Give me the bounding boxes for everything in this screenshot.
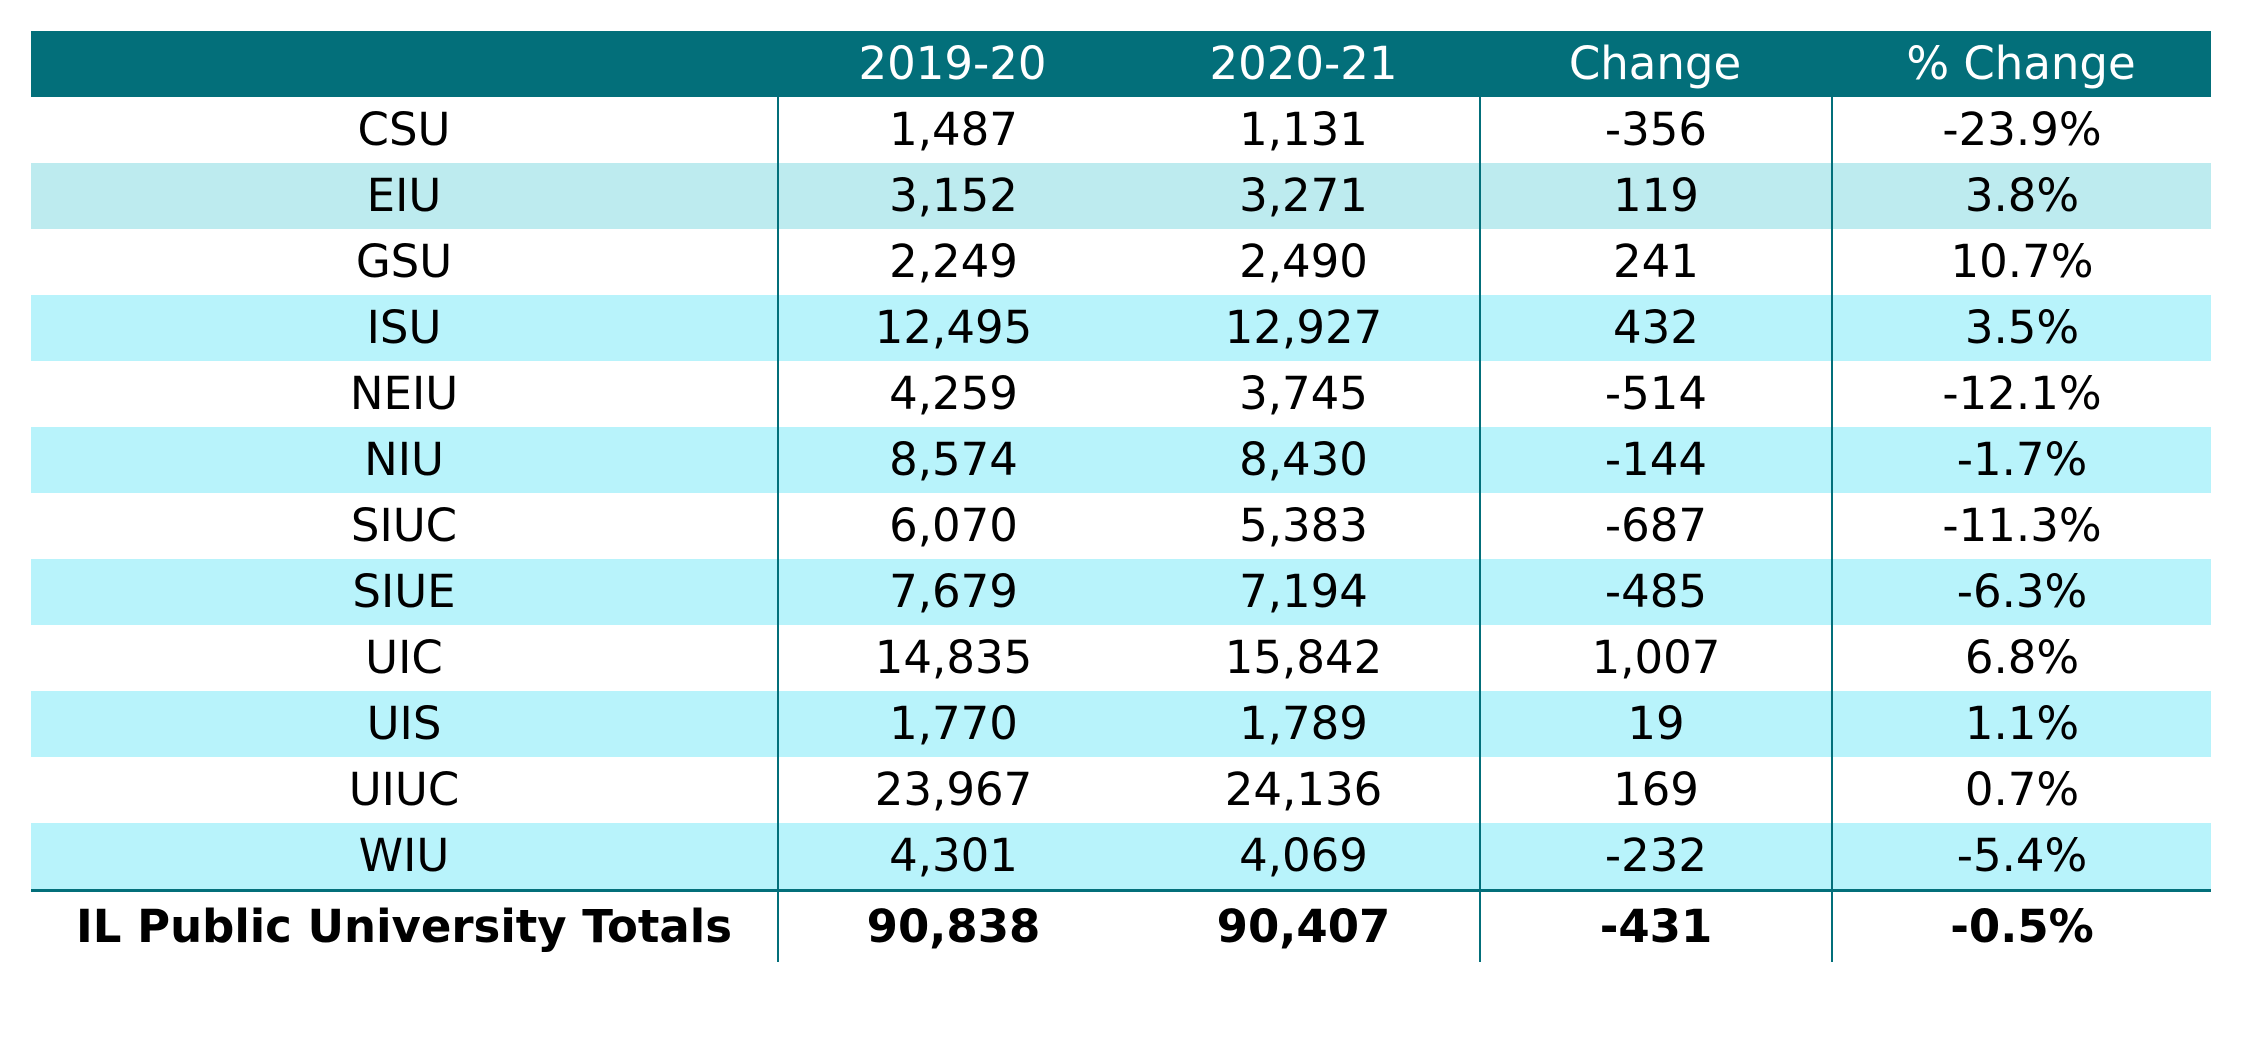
cell-pct-change: -12.1% [1831,361,2211,427]
totals-change: -431 [1479,892,1831,962]
table-row: UIS 1,770 1,789 19 1.1% [31,691,2211,757]
totals-label: IL Public University Totals [76,900,732,953]
cell-pct-change: -11.3% [1831,493,2211,559]
cell-2020-21: 1,789 [1239,697,1368,750]
table-row: NIU 8,574 8,430 -144 -1.7% [31,427,2211,493]
cell-change: 19 [1479,691,1831,757]
table-header-row: 2019-20 2020-21 Change % Change [31,31,2211,97]
cell-change: 169 [1479,757,1831,823]
totals-2020-21: 90,407 [1216,900,1391,953]
cell-pct-change: 3.8% [1831,163,2211,229]
cell-2020-21: 12,927 [1224,301,1383,354]
table-row: UIC 14,835 15,842 1,007 6.8% [31,625,2211,691]
row-label: UIC [365,631,443,684]
cell-pct-change: -5.4% [1831,823,2211,889]
row-label: NEIU [349,367,459,420]
cell-pct-change: -6.3% [1831,559,2211,625]
header-cell-name [31,31,777,97]
row-label: EIU [366,169,442,222]
cell-2019-20: 6,070 [777,493,1128,559]
table-row: SIUE 7,679 7,194 -485 -6.3% [31,559,2211,625]
header-cell-2019-20: 2019-20 [858,37,1047,90]
cell-2020-21: 1,131 [1239,103,1368,156]
cell-pct-change: -23.9% [1831,97,2211,163]
cell-change: -514 [1479,361,1831,427]
cell-2019-20: 1,770 [777,691,1128,757]
row-label: UIUC [348,763,460,816]
cell-2019-20: 4,259 [777,361,1128,427]
cell-pct-change: 10.7% [1831,229,2211,295]
row-label: SIUE [352,565,456,618]
cell-2020-21: 2,490 [1239,235,1368,288]
cell-2019-20: 23,967 [777,757,1128,823]
table-row: ISU 12,495 12,927 432 3.5% [31,295,2211,361]
cell-2019-20: 8,574 [777,427,1128,493]
cell-2019-20: 3,152 [777,163,1128,229]
table-body: CSU 1,487 1,131 -356 -23.9% EIU 3,152 3,271 119 3… [31,97,2211,889]
row-label: NIU [364,433,444,486]
cell-2019-20: 12,495 [777,295,1128,361]
cell-2020-21: 15,842 [1224,631,1383,684]
cell-change: -687 [1479,493,1831,559]
cell-2019-20: 2,249 [777,229,1128,295]
cell-change: 241 [1479,229,1831,295]
cell-pct-change: 1.1% [1831,691,2211,757]
row-label: CSU [357,103,451,156]
cell-2020-21: 24,136 [1224,763,1383,816]
cell-2019-20: 4,301 [777,823,1128,889]
cell-2020-21: 3,745 [1239,367,1368,420]
cell-change: -485 [1479,559,1831,625]
row-label: UIS [366,697,442,750]
table-row: NEIU 4,259 3,745 -514 -12.1% [31,361,2211,427]
totals-2019-20: 90,838 [777,892,1128,962]
table-row: CSU 1,487 1,131 -356 -23.9% [31,97,2211,163]
table-row: GSU 2,249 2,490 241 10.7% [31,229,2211,295]
cell-pct-change: 0.7% [1831,757,2211,823]
cell-change: 432 [1479,295,1831,361]
cell-2019-20: 14,835 [777,625,1128,691]
totals-row: IL Public University Totals 90,838 90,40… [31,889,2211,962]
cell-2020-21: 8,430 [1239,433,1368,486]
cell-pct-change: 6.8% [1831,625,2211,691]
row-label: GSU [355,235,453,288]
row-label: WIU [358,829,450,882]
header-cell-change: Change [1568,37,1742,90]
cell-2020-21: 4,069 [1239,829,1368,882]
table-row: EIU 3,152 3,271 119 3.8% [31,163,2211,229]
table-row: SIUC 6,070 5,383 -687 -11.3% [31,493,2211,559]
cell-change: 1,007 [1479,625,1831,691]
enrollment-table: 2019-20 2020-21 Change % Change CSU 1,487… [31,31,2211,962]
cell-2019-20: 7,679 [777,559,1128,625]
header-cell-pct-change: % Change [1906,37,2136,90]
cell-change: -356 [1479,97,1831,163]
row-label: ISU [366,301,442,354]
header-cell-2020-21: 2020-21 [1209,37,1398,90]
cell-2020-21: 3,271 [1239,169,1368,222]
cell-change: 119 [1479,163,1831,229]
cell-2019-20: 1,487 [777,97,1128,163]
cell-change: -232 [1479,823,1831,889]
table-row: WIU 4,301 4,069 -232 -5.4% [31,823,2211,889]
cell-change: -144 [1479,427,1831,493]
totals-pct-change: -0.5% [1831,892,2211,962]
cell-pct-change: -1.7% [1831,427,2211,493]
cell-pct-change: 3.5% [1831,295,2211,361]
row-label: SIUC [350,499,458,552]
table-row: UIUC 23,967 24,136 169 0.7% [31,757,2211,823]
cell-2020-21: 7,194 [1239,565,1368,618]
cell-2020-21: 5,383 [1239,499,1368,552]
